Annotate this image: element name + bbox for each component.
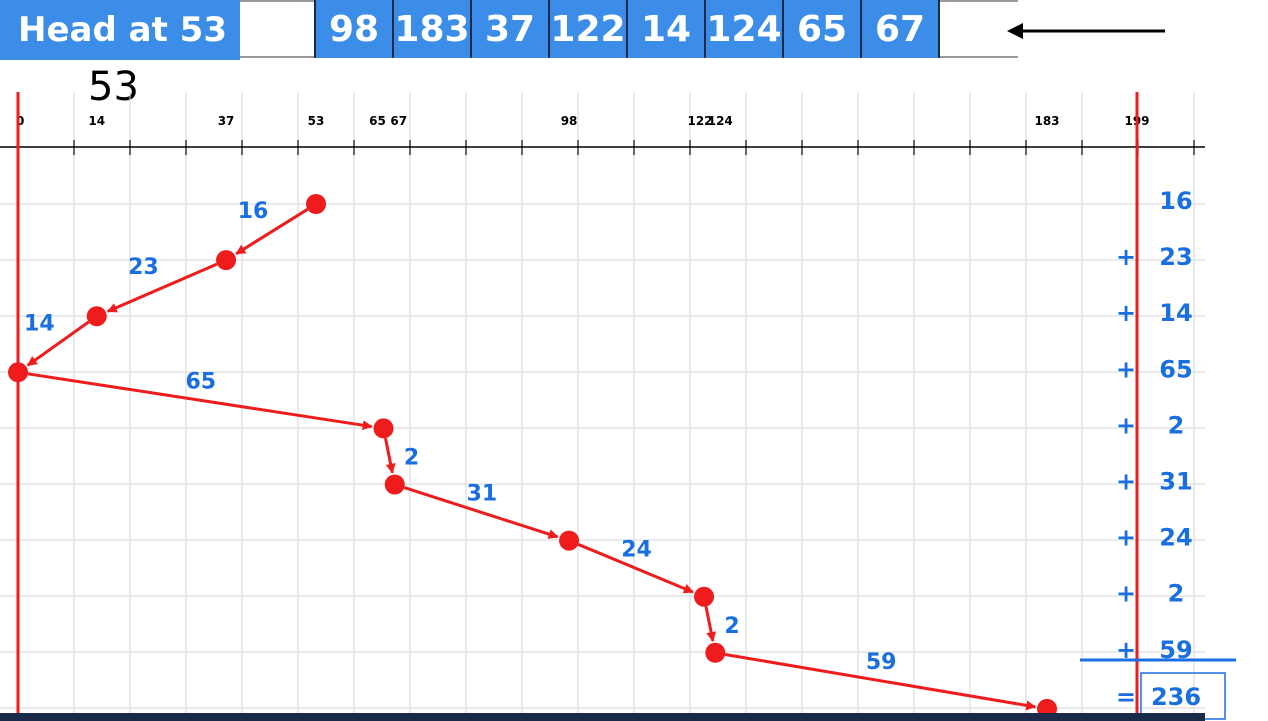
queue-cell: 65 bbox=[784, 0, 862, 58]
seek-distance-label: 16 bbox=[238, 199, 269, 224]
bottom-bar bbox=[0, 713, 1205, 721]
axis-tick-label: 14 bbox=[88, 114, 105, 128]
queue-cell: 98 bbox=[316, 0, 394, 58]
plus-sign: + bbox=[1116, 468, 1136, 496]
head-start-label: Head at 53 bbox=[0, 0, 240, 60]
head-position-point bbox=[216, 250, 237, 271]
axis-tick-label: 98 bbox=[561, 114, 578, 128]
head-position-point bbox=[559, 530, 580, 551]
queue-cell: 37 bbox=[472, 0, 550, 58]
seek-distance-label: 31 bbox=[467, 482, 498, 507]
axis-tick-label: 124 bbox=[708, 114, 733, 128]
total-seek-distance: 236 bbox=[1151, 683, 1201, 711]
axis-tick-label: 53 bbox=[308, 114, 325, 128]
head-position-point bbox=[86, 306, 107, 327]
seek-arrow bbox=[383, 437, 396, 474]
queue-cell: 122 bbox=[550, 0, 628, 58]
axis-tick-label: 122 bbox=[687, 114, 712, 128]
head-position-point bbox=[705, 642, 726, 663]
seek-arrow bbox=[235, 208, 309, 256]
seek-arrow bbox=[403, 486, 559, 539]
sum-term: 16 bbox=[1159, 187, 1192, 215]
seek-distance-label: 23 bbox=[128, 255, 159, 280]
plus-sign: + bbox=[1116, 524, 1136, 552]
seek-arrow bbox=[724, 652, 1037, 711]
seek-distance-label: 65 bbox=[185, 369, 216, 394]
seek-arrow bbox=[106, 262, 218, 313]
axis-tick-label: 65 bbox=[369, 114, 386, 128]
seek-arrow bbox=[27, 372, 373, 431]
axis-tick-label: 0 bbox=[16, 114, 24, 128]
sum-term: 2 bbox=[1168, 580, 1185, 608]
axis-tick-label: 183 bbox=[1034, 114, 1059, 128]
seek-arrow bbox=[704, 606, 717, 643]
plus-sign: + bbox=[1116, 355, 1136, 383]
head-position-point bbox=[384, 474, 405, 495]
sum-term: 23 bbox=[1159, 243, 1192, 271]
sum-term: 65 bbox=[1159, 355, 1192, 383]
queue-cell: 183 bbox=[394, 0, 472, 58]
plus-sign: + bbox=[1116, 580, 1136, 608]
plus-sign: + bbox=[1116, 243, 1136, 271]
sum-term: 31 bbox=[1159, 468, 1192, 496]
request-queue: 98 183 37 122 14 124 65 67 bbox=[314, 0, 940, 58]
equals-sign: = bbox=[1116, 683, 1136, 711]
queue-cell: 124 bbox=[706, 0, 784, 58]
axis-tick-label: 37 bbox=[218, 114, 235, 128]
seek-arrow bbox=[26, 320, 90, 367]
head-position-point bbox=[373, 418, 394, 439]
arrow-left-icon bbox=[1007, 23, 1165, 39]
seek-distance-label: 2 bbox=[404, 445, 419, 470]
head-position-point bbox=[306, 194, 327, 214]
head-position-point bbox=[8, 362, 28, 383]
seek-distance-label: 14 bbox=[24, 311, 55, 336]
queue-cell: 67 bbox=[862, 0, 940, 58]
seek-distance-label: 24 bbox=[621, 538, 652, 563]
queue-cell: 14 bbox=[628, 0, 706, 58]
plus-sign: + bbox=[1116, 299, 1136, 327]
seek-distance-label: 59 bbox=[866, 650, 897, 675]
plus-sign: + bbox=[1116, 411, 1136, 439]
seek-arrow bbox=[577, 543, 694, 594]
axis-tick-label: 67 bbox=[390, 114, 407, 128]
head-position-point bbox=[694, 586, 715, 607]
sum-term: 2 bbox=[1168, 411, 1185, 439]
seek-distance-label: 2 bbox=[724, 614, 739, 639]
sum-term: 24 bbox=[1159, 524, 1192, 552]
sum-term: 14 bbox=[1159, 299, 1192, 327]
plus-sign: + bbox=[1116, 636, 1136, 664]
